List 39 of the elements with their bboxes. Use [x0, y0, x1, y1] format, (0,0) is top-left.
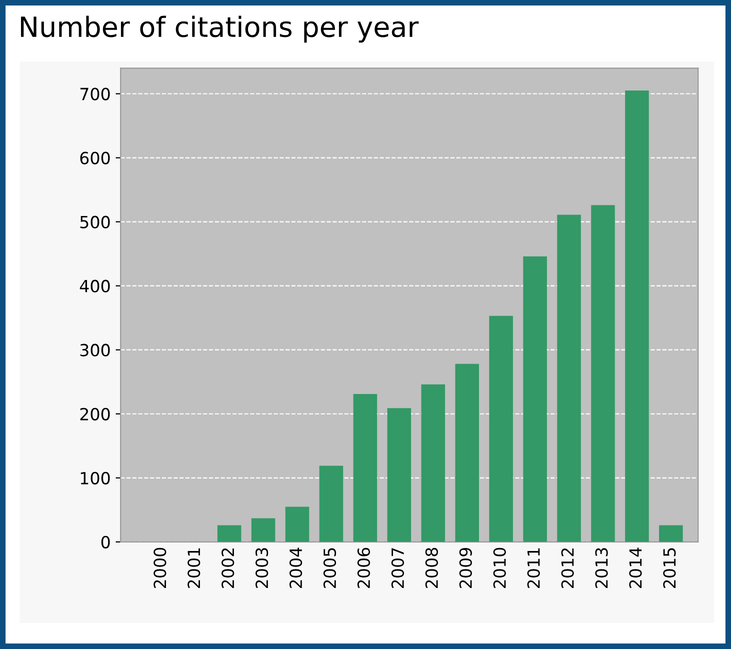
- y-tick-label: 200: [80, 408, 110, 420]
- x-tick-label: 2011: [527, 548, 540, 588]
- x-tick-label: 2014: [629, 548, 642, 588]
- x-tick-label: 2015: [663, 548, 676, 588]
- bar: [421, 384, 446, 542]
- x-tick-label: 2000: [154, 548, 166, 588]
- x-tick-label: 2012: [561, 548, 574, 588]
- bar: [285, 506, 310, 542]
- bar: [625, 90, 649, 542]
- x-tick-label: 2013: [595, 548, 608, 588]
- bar: [353, 394, 378, 542]
- bar: [319, 466, 344, 542]
- x-tick-label: 2003: [256, 548, 268, 588]
- y-tick-label: 100: [80, 472, 110, 484]
- x-tick-label: 2010: [493, 548, 506, 588]
- x-tick-label: 2002: [222, 548, 234, 588]
- y-tick-label: 0: [101, 536, 110, 548]
- x-tick-label: 2009: [459, 548, 472, 588]
- bar: [557, 214, 581, 542]
- bar: [251, 518, 276, 542]
- x-tick-label: 2007: [391, 548, 404, 588]
- y-tick-label: 500: [80, 216, 110, 228]
- chart-title: Number of citations per year: [21, 16, 419, 43]
- y-tick-label: 300: [80, 344, 110, 356]
- y-tick-label: 700: [80, 88, 110, 100]
- bar: [659, 525, 683, 542]
- bar: [523, 256, 547, 542]
- bar: [387, 408, 412, 542]
- y-tick-label: 600: [80, 152, 110, 164]
- x-tick-label: 2006: [357, 548, 370, 588]
- x-tick-label: 2004: [289, 548, 302, 588]
- bar: [217, 525, 242, 542]
- bar: [591, 205, 615, 542]
- bar: [455, 364, 479, 542]
- y-tick-label: 400: [80, 280, 110, 292]
- x-tick-label: 2008: [425, 548, 438, 588]
- bar: [489, 316, 513, 542]
- x-tick-label: 2001: [188, 548, 200, 588]
- x-tick-label: 2005: [323, 548, 336, 588]
